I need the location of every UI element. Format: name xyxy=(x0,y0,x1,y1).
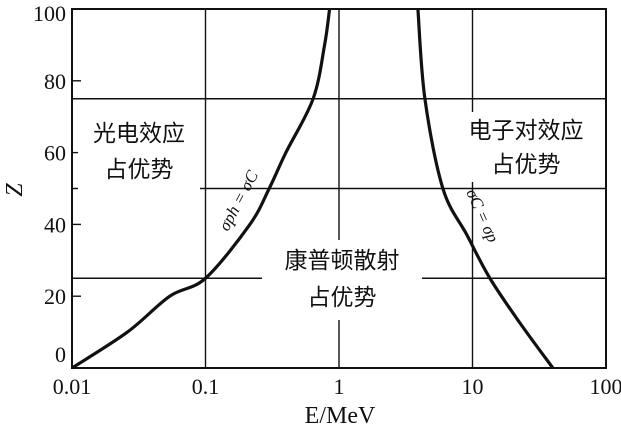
curves xyxy=(71,8,555,370)
region-pair-line2: 占优势 xyxy=(492,152,561,178)
x-tick-label: 100 xyxy=(590,374,621,399)
region-photoelectric-line2: 占优势 xyxy=(105,157,174,183)
region-compton: 康普顿散射 占优势 xyxy=(262,240,422,320)
y-tick-label: 100 xyxy=(33,1,66,26)
y-tick-label: 80 xyxy=(44,69,66,94)
x-axis-label: E/MeV xyxy=(305,403,376,429)
region-compton-line2: 占优势 xyxy=(308,285,377,311)
region-photoelectric-line1: 光电效应 xyxy=(93,121,185,147)
plot-frame xyxy=(71,8,607,369)
region-pair-production: 电子对效应 占优势 xyxy=(450,112,600,182)
ticks: 0.01 0.1 1 10 100 0 20 40 60 80 100 xyxy=(33,1,621,399)
x-tick-label: 1 xyxy=(334,374,345,399)
x-tick-label: 0.01 xyxy=(53,374,92,399)
y-tick-label: 0 xyxy=(55,342,66,367)
y-tick-label: 60 xyxy=(44,141,66,166)
y-tick-label: 20 xyxy=(44,284,66,309)
y-axis-label: Z xyxy=(2,183,28,197)
x-tick-label: 10 xyxy=(462,374,484,399)
x-tick-label: 0.1 xyxy=(192,374,220,399)
curve-label-ph-c: σph = σC xyxy=(215,167,263,234)
curve-photo-compton xyxy=(71,8,332,370)
y-tick-label: 40 xyxy=(44,212,66,237)
curve-compton-pair xyxy=(416,8,555,369)
region-compton-line1: 康普顿散射 xyxy=(285,248,400,274)
region-pair-line1: 电子对效应 xyxy=(469,118,584,144)
region-photoelectric: 光电效应 占优势 xyxy=(78,112,200,190)
